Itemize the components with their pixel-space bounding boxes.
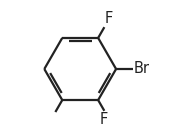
Text: Br: Br: [134, 61, 150, 76]
Text: F: F: [99, 112, 108, 127]
Text: F: F: [105, 11, 113, 26]
